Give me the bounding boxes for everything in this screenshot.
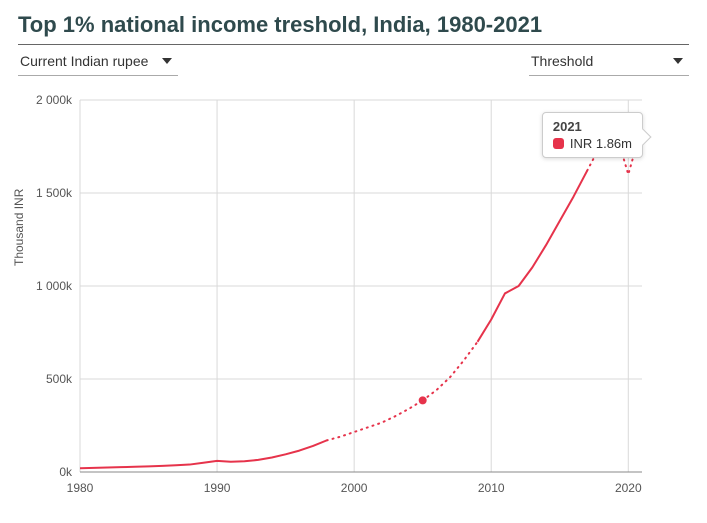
metric-dropdown-label: Threshold <box>531 53 593 69</box>
currency-dropdown[interactable]: Current Indian rupee <box>18 49 178 76</box>
chart-area: Thousand INR 0k500k1 000k1 500k2 000k198… <box>18 86 689 506</box>
chevron-down-icon <box>162 58 172 64</box>
svg-text:1 500k: 1 500k <box>36 186 73 200</box>
svg-text:2010: 2010 <box>478 481 505 495</box>
svg-text:2000: 2000 <box>341 481 368 495</box>
svg-text:2020: 2020 <box>615 481 642 495</box>
currency-dropdown-label: Current Indian rupee <box>20 53 148 69</box>
tooltip: 2021 INR 1.86m <box>542 112 643 158</box>
y-axis-label: Thousand INR <box>12 189 26 266</box>
svg-text:500k: 500k <box>46 372 73 386</box>
controls-row: Current Indian rupee Threshold <box>18 49 689 76</box>
svg-text:0k: 0k <box>59 465 73 479</box>
tooltip-color-swatch <box>553 138 564 149</box>
svg-text:1980: 1980 <box>67 481 94 495</box>
svg-text:1990: 1990 <box>204 481 231 495</box>
tooltip-value: INR 1.86m <box>570 136 632 151</box>
svg-text:2 000k: 2 000k <box>36 93 73 107</box>
metric-dropdown[interactable]: Threshold <box>529 49 689 76</box>
chevron-down-icon <box>673 58 683 64</box>
tooltip-year: 2021 <box>553 119 632 134</box>
chart-title: Top 1% national income treshold, India, … <box>18 12 689 45</box>
svg-text:1 000k: 1 000k <box>36 279 73 293</box>
